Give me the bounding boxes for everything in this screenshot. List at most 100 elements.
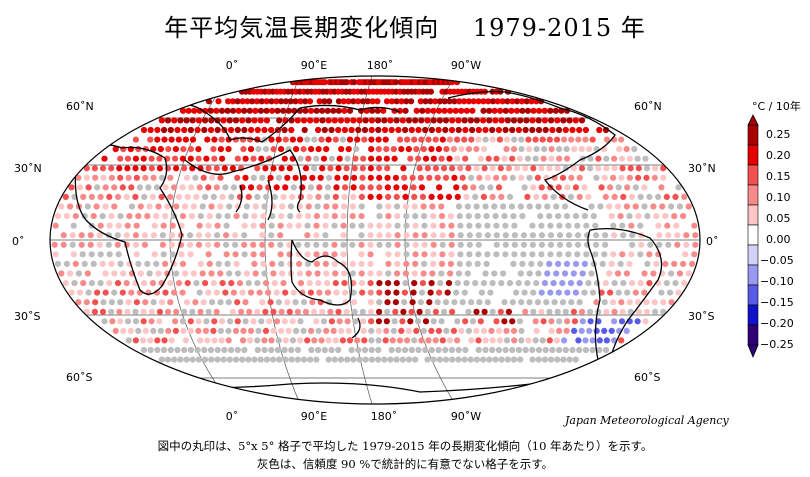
trend-dot (83, 308, 90, 315)
trend-dot (250, 222, 257, 229)
trend-dot (367, 193, 374, 200)
trend-dot (547, 241, 555, 248)
trend-dot (140, 308, 147, 315)
trend-dot (495, 126, 502, 134)
trend-dot (258, 318, 265, 325)
trend-dot (217, 270, 224, 277)
trend-dot (595, 165, 602, 172)
trend-dot (466, 241, 473, 248)
trend-dot (501, 155, 508, 162)
trend-dot (520, 232, 528, 239)
trend-dot (306, 280, 313, 287)
trend-dot (239, 117, 246, 124)
trend-dot (510, 146, 518, 153)
trend-dot (610, 174, 617, 181)
trend-dot (568, 136, 575, 143)
trend-dot (502, 232, 509, 239)
trend-dot (647, 241, 654, 248)
trend-dot (124, 165, 131, 172)
trend-dot (508, 107, 515, 114)
trend-dot (644, 213, 651, 220)
trend-dot (229, 165, 236, 172)
trend-dot (269, 260, 276, 267)
trend-dot (374, 98, 381, 105)
trend-dot (660, 308, 667, 315)
trend-dot (307, 107, 315, 114)
trend-dot (428, 280, 435, 287)
colorbar-cells (747, 124, 759, 346)
trend-dot (162, 184, 169, 191)
trend-dot (538, 222, 545, 229)
trend-dot (262, 146, 270, 153)
trend-dot (181, 270, 189, 277)
trend-dot (195, 146, 202, 153)
trend-dot (598, 184, 605, 191)
trend-dot (532, 136, 539, 143)
trend-dot (611, 155, 618, 162)
trend-dot (425, 337, 432, 344)
trend-dot (579, 270, 586, 277)
trend-dot (368, 327, 375, 334)
trend-dot (626, 213, 633, 220)
trend-dot (214, 117, 221, 124)
trend-dot (452, 107, 459, 114)
trend-dot (284, 299, 291, 306)
trend-dot (588, 270, 595, 277)
trend-dot (592, 222, 599, 229)
trend-dot (68, 184, 75, 191)
trend-dot (207, 346, 215, 354)
trend-dot (351, 174, 358, 181)
trend-dot (623, 327, 630, 334)
trend-dot (576, 126, 583, 134)
trend-dot (493, 222, 500, 229)
trend-dot (574, 222, 581, 229)
trend-dot (132, 337, 139, 344)
trend-dot (451, 299, 458, 306)
trend-dot (91, 308, 98, 315)
trend-dot (394, 270, 401, 277)
trend-dot (485, 155, 492, 162)
trend-dot (509, 318, 516, 325)
trend-dot (175, 136, 182, 143)
trend-dot (465, 327, 472, 334)
colorbar-tick-1: 0.20 (766, 149, 791, 162)
trend-dot (567, 193, 575, 200)
trend-dot (349, 260, 356, 267)
trend-dot (399, 356, 406, 363)
trend-dot (254, 346, 261, 354)
trend-dot (359, 98, 367, 105)
trend-dot (514, 165, 521, 172)
trend-dot (220, 356, 227, 363)
trend-dot (236, 280, 244, 287)
trend-dot (518, 327, 525, 334)
trend-dot (548, 327, 555, 334)
trend-dot (296, 260, 303, 267)
trend-dot (289, 337, 296, 344)
caption-line-1: 図中の丸印は、5°x 5° 格子で平均した 1979-2015 年の長期変化傾向… (157, 439, 653, 453)
trend-dot (393, 356, 400, 363)
trend-dot (335, 98, 342, 105)
trend-dot (241, 346, 248, 354)
trend-dot (210, 193, 217, 200)
trend-dot (539, 136, 546, 143)
trend-dot (641, 203, 648, 210)
trend-dot (510, 117, 518, 124)
trend-dot (242, 155, 249, 162)
trend-dot (259, 251, 266, 258)
trend-dot (522, 346, 529, 354)
trend-dot (457, 165, 464, 172)
trend-dot (619, 251, 626, 258)
trend-dot (596, 337, 603, 344)
trend-dot (282, 184, 289, 191)
trend-dot (150, 232, 157, 239)
trend-dot (158, 356, 165, 363)
trend-dot (405, 117, 413, 124)
trend-dot (385, 203, 392, 210)
trend-dot (197, 213, 204, 220)
trend-dot (187, 346, 194, 354)
trend-dot (156, 308, 163, 315)
trend-dot (257, 117, 264, 124)
trend-dot (602, 241, 609, 248)
trend-dot (468, 337, 475, 344)
trend-dot (489, 337, 496, 344)
